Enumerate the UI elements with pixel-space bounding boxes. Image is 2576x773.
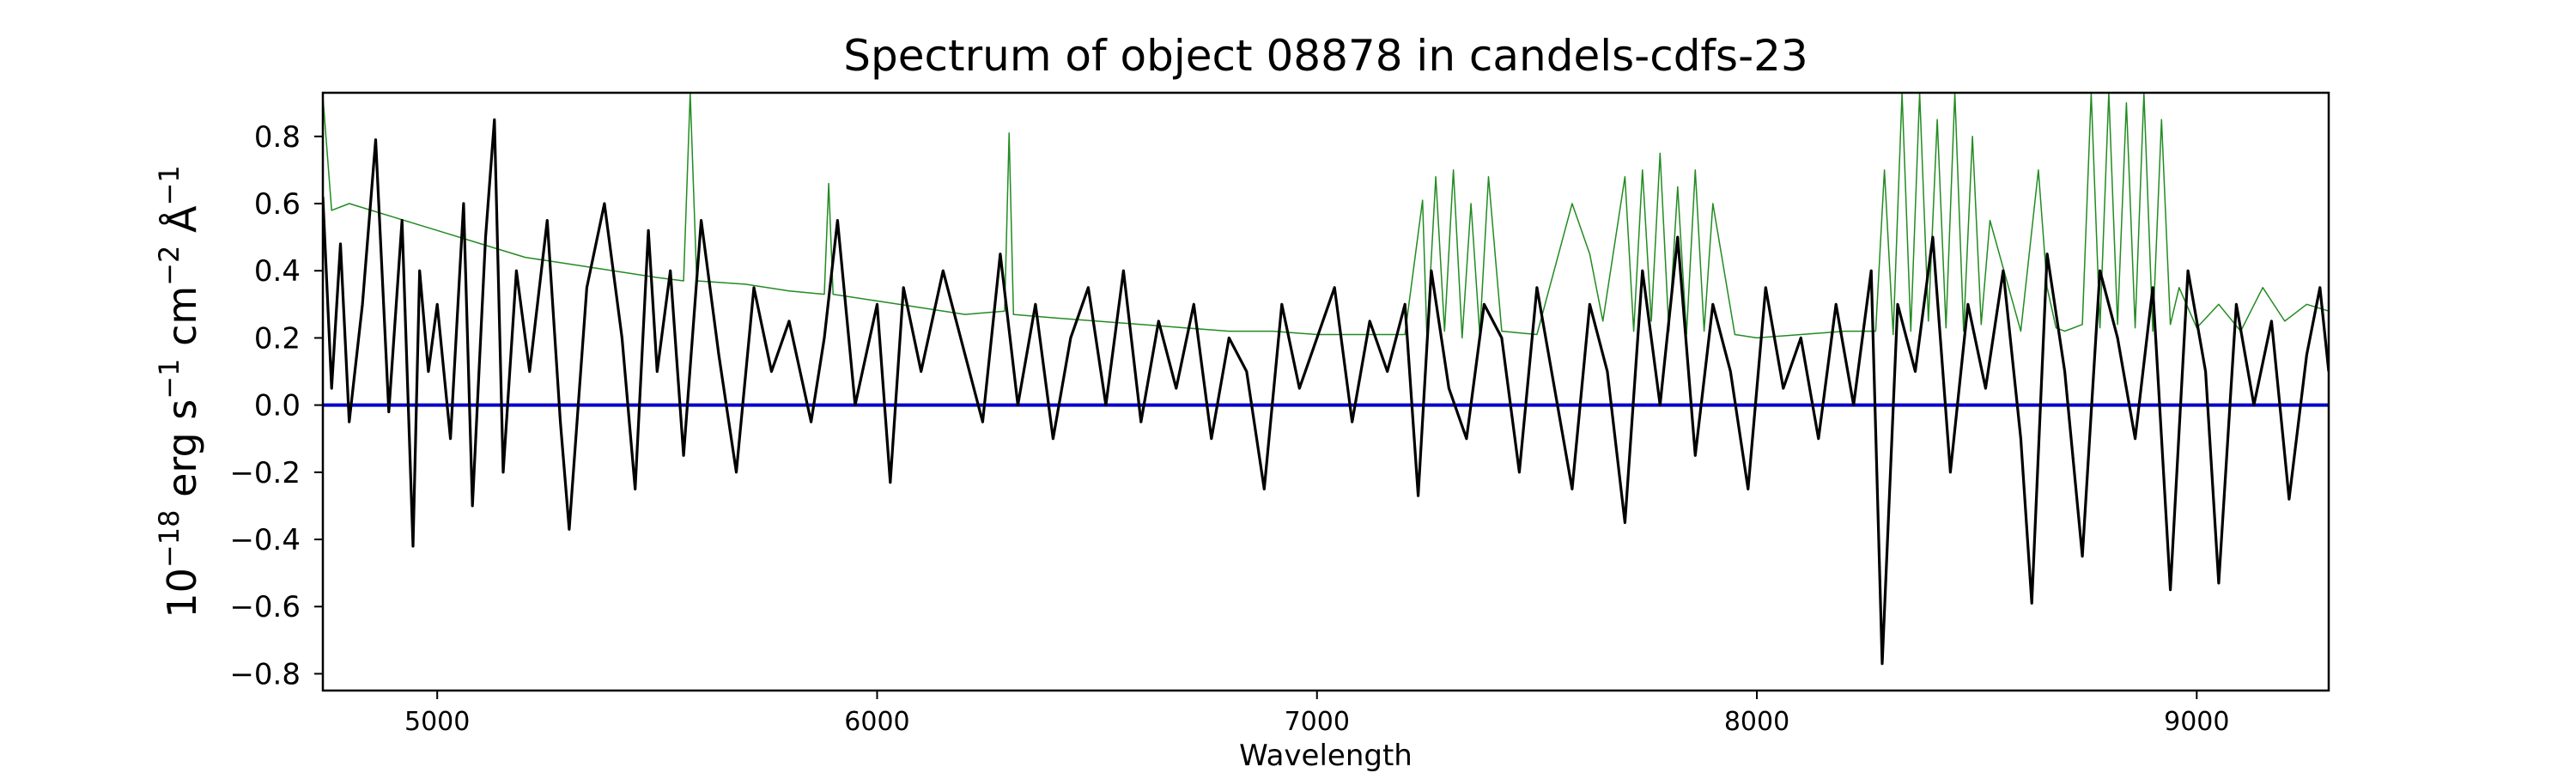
y-tick-label: 0.2: [254, 321, 301, 356]
series-line-flux: [323, 118, 2329, 666]
x-axis-label: Wavelength: [1239, 739, 1413, 773]
y-axis-label: 10−18 erg s−1 cm−2 Å−1: [153, 165, 205, 618]
y-tick-label: 0.4: [254, 254, 301, 289]
y-tick-label: −0.2: [229, 456, 301, 490]
x-tick-label: 6000: [844, 707, 909, 737]
y-tick-label: −0.8: [229, 657, 301, 691]
y-tick-label: 0.6: [254, 187, 301, 222]
y-tick-label: −0.4: [229, 523, 301, 557]
series-line-model: [323, 93, 2329, 339]
y-tick-label: 0.0: [254, 389, 301, 423]
chart-title: Spectrum of object 08878 in candels-cdfs…: [843, 31, 1808, 81]
y-tick-label: −0.6: [229, 590, 301, 624]
y-tick-label: 0.8: [254, 120, 301, 155]
x-tick-label: 5000: [404, 707, 470, 737]
x-tick-label: 7000: [1285, 707, 1350, 737]
x-tick-label: 8000: [1724, 707, 1789, 737]
plot-frame: [321, 91, 2330, 692]
x-tick-label: 9000: [2164, 707, 2229, 737]
